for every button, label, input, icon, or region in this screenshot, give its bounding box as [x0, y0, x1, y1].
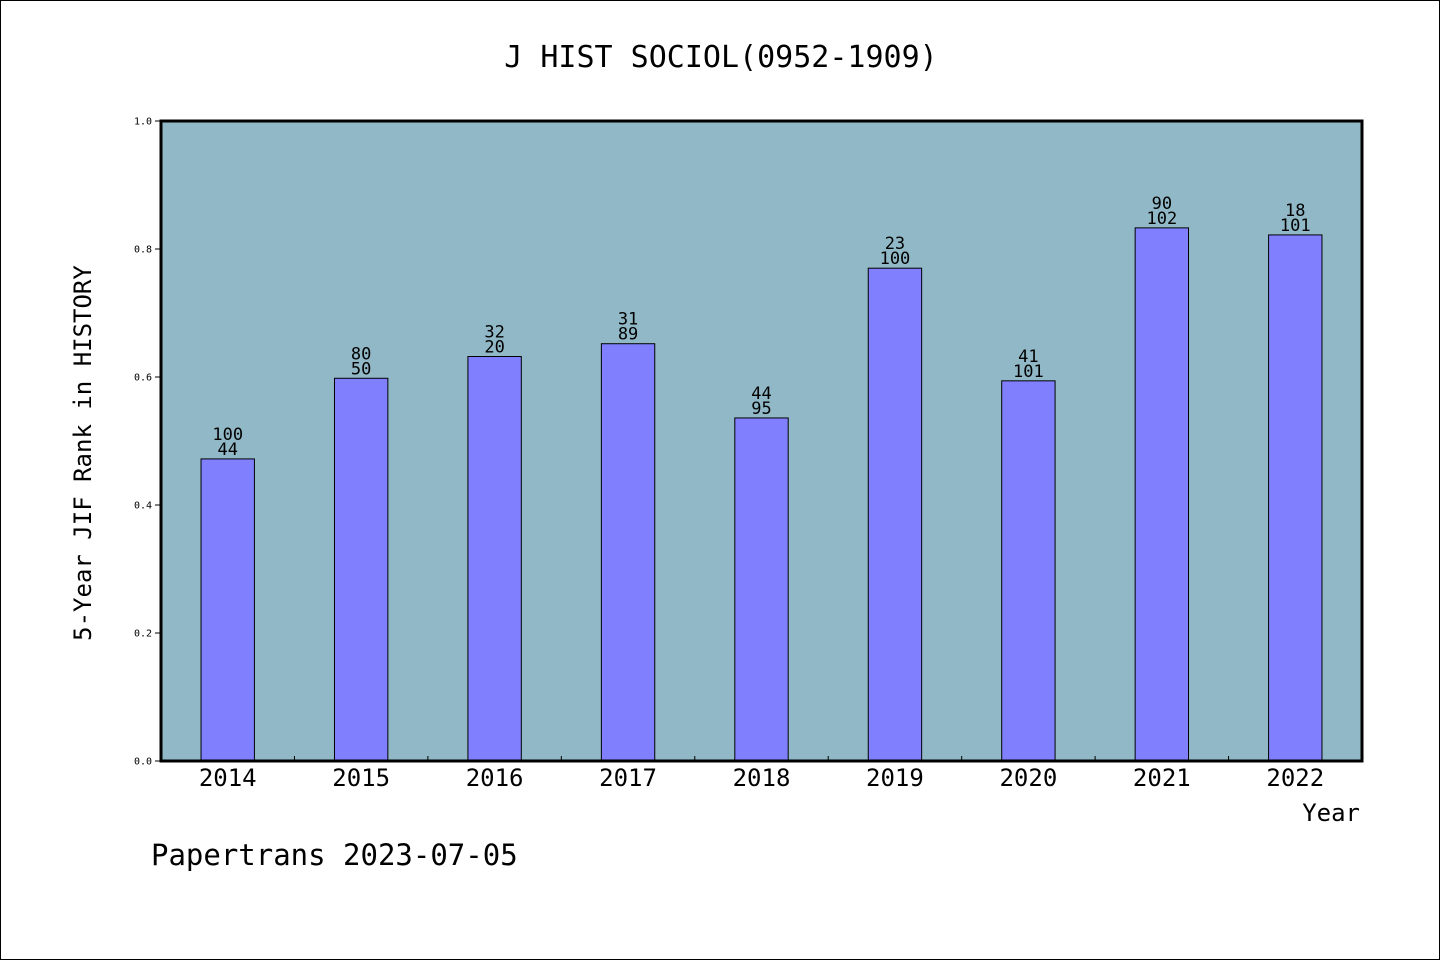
bar-label-lower-2016: 20 — [484, 338, 504, 358]
bar-label-upper-2022: 18 — [1285, 201, 1305, 221]
bar-label-lower-2021: 102 — [1146, 209, 1177, 229]
bar-2015 — [333, 377, 389, 762]
bar-label-upper-2019: 23 — [885, 234, 905, 254]
bar-label-upper-2017: 31 — [618, 310, 638, 330]
x-tick-label-2021: 2021 — [1133, 764, 1191, 792]
bar-label-upper-2020: 41 — [1018, 347, 1038, 367]
bar-2016 — [467, 356, 522, 762]
y-tick-label: 0.6 — [134, 373, 152, 384]
bar-2017 — [600, 343, 656, 762]
x-tick-label-2015: 2015 — [332, 764, 390, 792]
bar-label-lower-2018: 95 — [751, 399, 771, 419]
bar-2014 — [200, 458, 255, 762]
y-tick-label: 0.4 — [134, 501, 152, 512]
bar-label-lower-2019: 100 — [880, 249, 911, 269]
y-tick-label: 0.8 — [134, 245, 152, 256]
x-tick-label-2022: 2022 — [1266, 764, 1324, 792]
x-tick-label-2018: 2018 — [733, 764, 791, 792]
x-axis: 2014 2015 2016 2017 2018 2019 2020 2021 2022 — [199, 756, 1324, 792]
x-tick-label-2017: 2017 — [599, 764, 657, 792]
plot-border — [159, 119, 1364, 763]
x-tick-label-2016: 2016 — [466, 764, 524, 792]
bar-label-upper-2015: 80 — [351, 344, 371, 364]
y-axis: 0.0 0.2 0.4 0.6 0.8 1.0 — [134, 117, 161, 768]
y-tick-label: 1.0 — [134, 117, 152, 128]
bar-label-upper-2021: 90 — [1152, 194, 1172, 214]
bar-label-lower-2022: 101 — [1280, 216, 1311, 236]
footer-credit: Papertrans 2023-07-05 — [151, 838, 518, 872]
bars-group — [200, 227, 1323, 762]
bar-label-lower-2014: 44 — [217, 440, 237, 460]
bar-label-lower-2015: 50 — [351, 359, 371, 379]
bar-label-lower-2017: 89 — [618, 325, 638, 345]
bar-label-lower-2020: 101 — [1013, 362, 1044, 382]
bar-2018 — [734, 417, 789, 762]
bar-2021 — [1134, 227, 1190, 762]
bar-label-upper-2016: 32 — [484, 323, 504, 343]
y-tick-label: 0.2 — [134, 629, 152, 640]
bar-label-upper-2018: 44 — [751, 384, 771, 404]
y-tick-label: 0.0 — [134, 757, 152, 768]
x-tick-label-2014: 2014 — [199, 764, 257, 792]
x-tick-label-2019: 2019 — [866, 764, 924, 792]
chart-title: J HIST SOCIOL(0952-1909) — [504, 40, 937, 75]
bar-label-upper-2014: 100 — [212, 425, 243, 445]
bar-2022 — [1268, 234, 1323, 762]
y-axis-label: 5-Year JIF Rank in HISTORY — [69, 265, 97, 641]
x-axis-label: Year — [1302, 799, 1360, 827]
x-tick-label-2020: 2020 — [999, 764, 1057, 792]
bar-2019 — [867, 267, 923, 762]
bar-2020 — [1001, 380, 1056, 762]
